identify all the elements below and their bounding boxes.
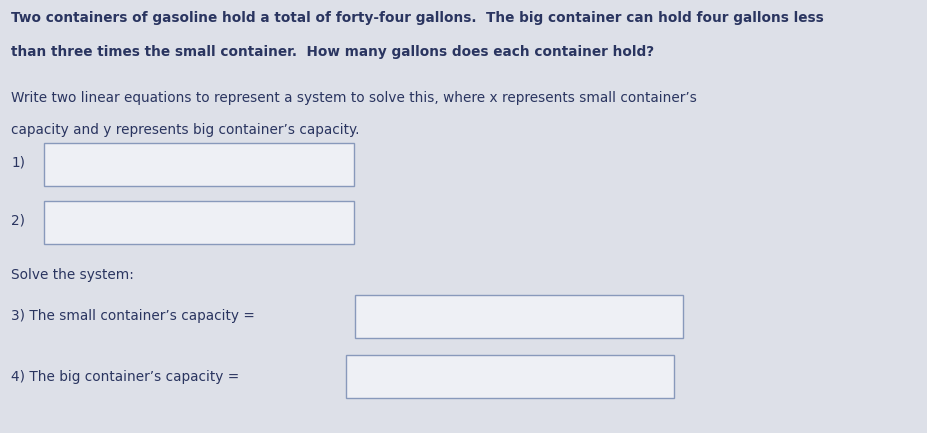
FancyBboxPatch shape [355,295,683,338]
FancyBboxPatch shape [44,143,354,186]
FancyBboxPatch shape [44,201,354,244]
Text: 2): 2) [11,214,25,228]
Text: Write two linear equations to represent a system to solve this, where x represen: Write two linear equations to represent … [11,91,697,105]
Text: than three times the small container.  How many gallons does each container hold: than three times the small container. Ho… [11,45,654,59]
Text: 3) The small container’s capacity =: 3) The small container’s capacity = [11,309,255,323]
Text: 4) The big container’s capacity =: 4) The big container’s capacity = [11,370,239,384]
FancyBboxPatch shape [346,355,674,398]
Text: 1): 1) [11,155,25,169]
Text: capacity and y represents big container’s capacity.: capacity and y represents big container’… [11,123,360,137]
Text: Two containers of gasoline hold a total of forty-four gallons.  The big containe: Two containers of gasoline hold a total … [11,11,824,25]
Text: Solve the system:: Solve the system: [11,268,134,282]
